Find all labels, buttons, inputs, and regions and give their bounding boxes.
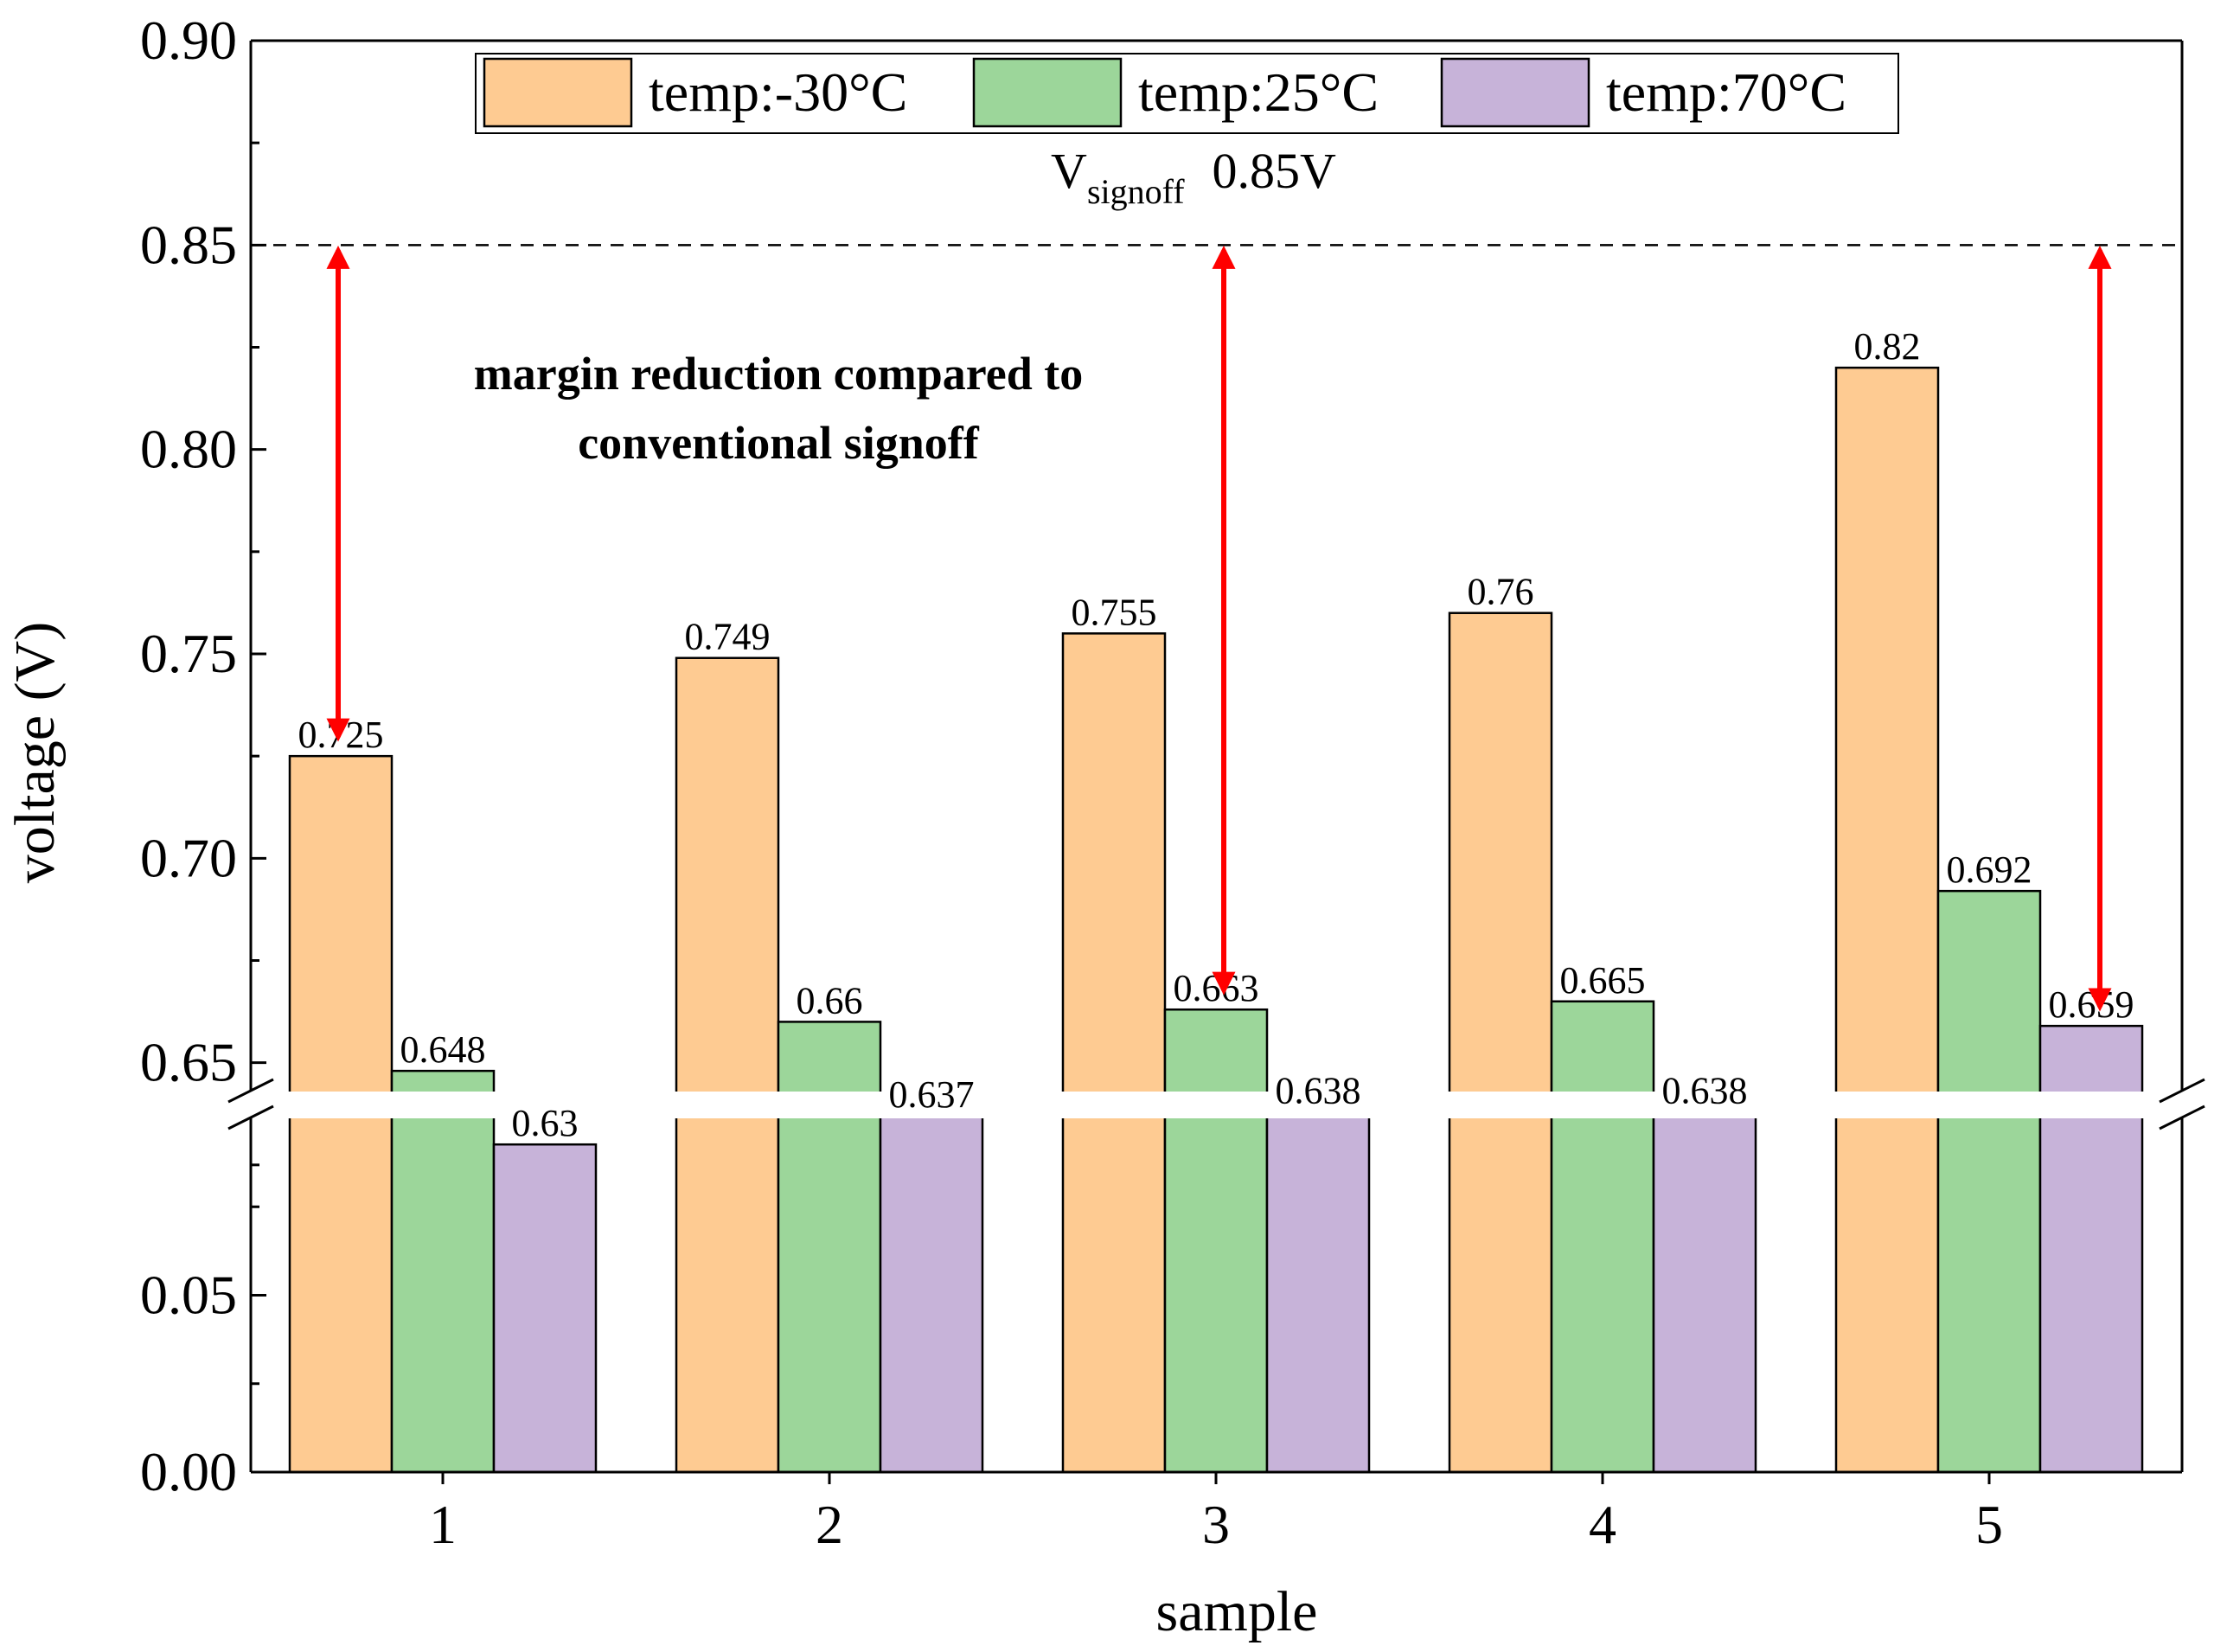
y-tick-label: 0.65 [140, 1032, 237, 1093]
value-label-series3-sample-1: 0.63 [512, 1102, 579, 1144]
margin-annotation-line-1: margin reduction compared to [474, 348, 1083, 400]
bar-series1-sample-3 [1061, 632, 1167, 1474]
value-label-series2-sample-1: 0.648 [400, 1028, 486, 1071]
x-axis-label: sample [1156, 1580, 1318, 1643]
value-label-series2-sample-3: 0.663 [1174, 967, 1259, 1009]
y-tick-label: 0.70 [140, 827, 237, 888]
x-tick-label: 5 [1975, 1494, 2003, 1555]
bar-series1-sample-4 [1448, 611, 1553, 1474]
legend-label-2: temp:25°C [1138, 61, 1379, 123]
legend-label-3: temp:70°C [1606, 61, 1846, 123]
x-tick-label: 3 [1202, 1494, 1230, 1555]
bar-series1-sample-5 [1834, 366, 1940, 1474]
bar-series1-sample-2 [675, 656, 780, 1474]
y-tick-label: 0.00 [140, 1441, 237, 1502]
legend-swatch-3 [1440, 57, 1590, 128]
x-tick-label: 2 [816, 1494, 843, 1555]
bar-series2-sample-3 [1163, 1008, 1269, 1474]
axis-break-gap [225, 1092, 2208, 1118]
y-tick-label: 0.75 [140, 623, 237, 684]
value-label-series3-sample-2: 0.637 [889, 1073, 975, 1116]
axis-break-mark [227, 1078, 274, 1104]
value-label-series2-sample-2: 0.66 [797, 979, 863, 1021]
signoff-label: Vsignoff 0.85V [1051, 143, 1336, 211]
value-label-series1-sample-4: 0.76 [1468, 571, 1534, 613]
legend: temp:-30°C temp:25°C temp:70°C [475, 53, 1899, 134]
value-labels: 0.7250.6480.630.7490.660.6370.7550.6630.… [298, 325, 2134, 1144]
bar-series2-sample-2 [777, 1021, 882, 1474]
value-label-series3-sample-4: 0.638 [1662, 1069, 1748, 1111]
axis-break-mark [2159, 1105, 2205, 1130]
value-label-series1-sample-2: 0.749 [685, 616, 771, 658]
y-tick-label: 0.80 [140, 419, 237, 480]
bars-layer [288, 366, 2144, 1474]
axis-break-band [225, 1092, 2208, 1118]
bar-series3-sample-4 [1652, 1111, 1757, 1474]
value-label-series3-sample-3: 0.638 [1276, 1069, 1361, 1111]
margin-annotation-line-2: conventional signoff [578, 417, 980, 469]
x-tick-label: 1 [429, 1494, 457, 1555]
y-tick-label: 0.90 [140, 10, 237, 71]
bar-series2-sample-1 [390, 1069, 496, 1474]
y-tick-label: 0.05 [140, 1265, 237, 1326]
y-axis-label: voltage (V) [3, 622, 67, 883]
value-label-series2-sample-5: 0.692 [1947, 848, 2032, 891]
legend-frame [475, 53, 1899, 134]
legend-label-1: temp:-30°C [649, 61, 907, 123]
value-label-series3-sample-5: 0.659 [2049, 983, 2134, 1026]
bar-series3-sample-1 [492, 1143, 598, 1474]
bar-series2-sample-4 [1550, 1000, 1655, 1474]
value-label-series1-sample-5: 0.82 [1854, 325, 1921, 368]
margin-arrows [326, 245, 2112, 1012]
annotation-layer: Vsignoff 0.85V margin reduction compared … [251, 143, 2182, 1012]
x-tick-label: 4 [1589, 1494, 1616, 1555]
axis-break-mark [227, 1105, 274, 1130]
legend-swatch-2 [972, 57, 1123, 128]
axes: 0.00 0.05 0.65 0.70 0.75 0.80 0.85 0.90 1 2 3 4 5 [140, 10, 2205, 1555]
legend-swatch-1 [483, 57, 633, 128]
value-label-series1-sample-3: 0.755 [1072, 591, 1157, 633]
bar-series3-sample-2 [879, 1114, 984, 1474]
axis-break-mark [2159, 1078, 2205, 1104]
bar-series2-sample-5 [1936, 889, 2042, 1474]
bar-series3-sample-3 [1265, 1111, 1371, 1474]
y-tick-label: 0.85 [140, 214, 237, 275]
value-label-series2-sample-4: 0.665 [1560, 959, 1646, 1002]
